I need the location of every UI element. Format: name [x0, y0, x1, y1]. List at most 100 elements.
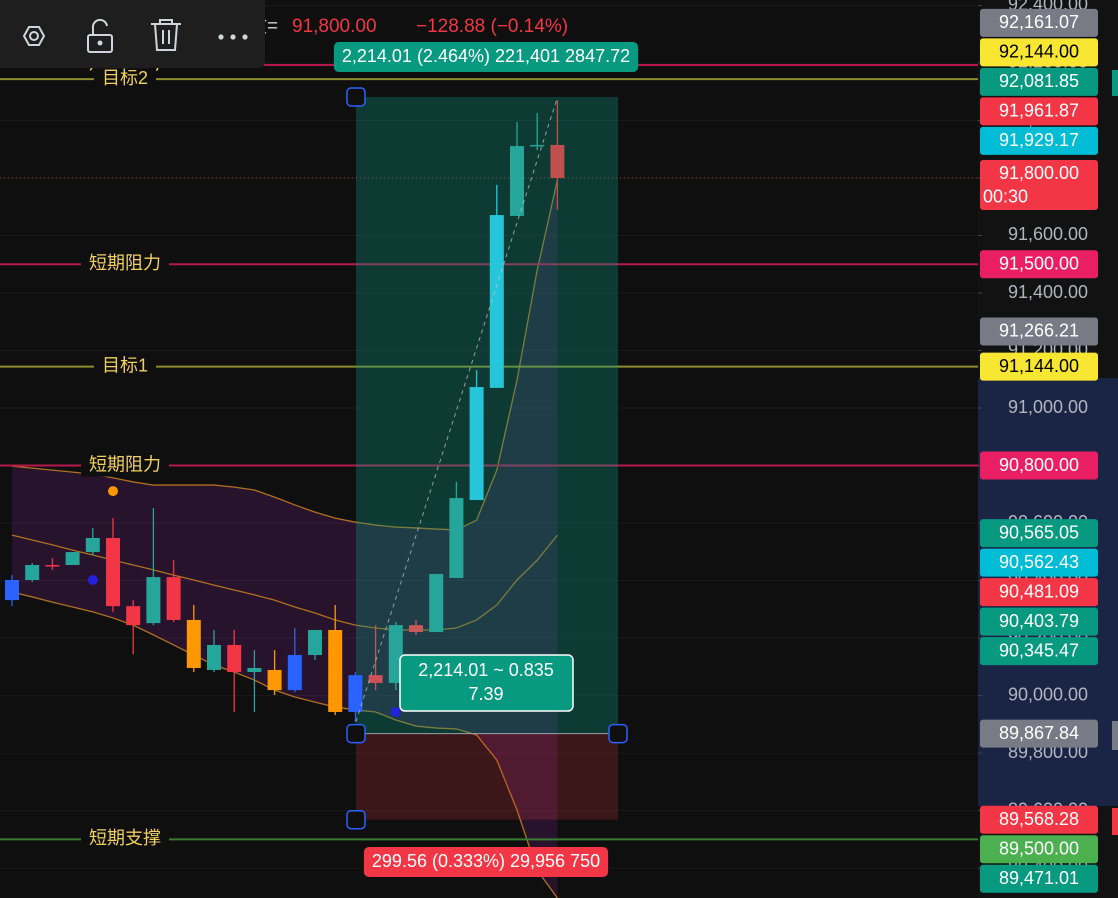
y-tick-label: 91,600.00 — [1008, 224, 1088, 244]
level-label: 目标1 — [102, 355, 148, 375]
header-change: −128.88 (−0.14%) — [416, 16, 568, 37]
signal-dot — [108, 486, 118, 497]
candle-body — [469, 387, 484, 501]
toolbar-bg — [0, 0, 265, 68]
price-tag-label: 89,568.28 — [999, 809, 1079, 829]
price-tag — [980, 97, 1098, 126]
band-lower — [11, 591, 558, 898]
candle-body — [368, 675, 383, 683]
price-tag — [980, 451, 1098, 480]
candle-body — [106, 537, 120, 607]
level-label: 短期阻力 — [89, 454, 161, 474]
price-tag-label: 91,961.87 — [999, 101, 1079, 121]
price-tag-label: 90,481.09 — [999, 581, 1079, 601]
candle-body — [146, 577, 161, 624]
lock-button[interactable] — [87, 18, 113, 53]
candle-body — [287, 655, 302, 691]
more-button[interactable] — [218, 34, 248, 40]
level-label-bg — [93, 68, 157, 91]
center-label: 2,214.01 ~ 0.835 — [418, 660, 554, 680]
candle-body — [45, 565, 60, 567]
price-tag-label: 92,161.07 — [999, 12, 1079, 32]
signal-dot — [87, 574, 98, 585]
price-tag — [980, 637, 1098, 666]
candle-body — [530, 144, 545, 147]
price-tag — [980, 38, 1098, 67]
price-tag — [980, 317, 1098, 346]
y-tick-label: 91,400.00 — [1008, 282, 1088, 302]
price-tag-label: 91,500.00 — [999, 254, 1079, 274]
candle-body — [510, 146, 524, 216]
candle-body — [166, 577, 181, 620]
handle — [608, 723, 628, 744]
trend-line — [355, 98, 558, 722]
candle-body — [489, 215, 504, 388]
price-tag-label: 90,565.05 — [999, 522, 1079, 542]
candle-body — [227, 644, 242, 672]
price-tag — [980, 250, 1098, 279]
price-tag — [980, 805, 1098, 834]
toolbar — [0, 0, 265, 68]
price-tag — [980, 126, 1098, 155]
candle-body — [550, 144, 565, 178]
y-tick-label: 91,000.00 — [1008, 397, 1088, 417]
settings-button[interactable] — [22, 26, 46, 46]
price-tag — [980, 8, 1098, 37]
loss-zone — [356, 733, 618, 820]
level-label-bg — [81, 828, 169, 851]
center-label-bg — [399, 654, 574, 712]
price-tag — [980, 607, 1098, 636]
price-tag — [980, 719, 1098, 748]
candles — [5, 100, 565, 723]
price-tag — [980, 519, 1098, 548]
price-tag-label: 90,562.43 — [999, 552, 1079, 572]
candle-body — [65, 552, 80, 566]
candle-body — [429, 573, 444, 633]
band-middle — [11, 534, 558, 631]
candle-body — [449, 498, 464, 578]
level-label-bg — [81, 454, 169, 477]
price-tag-label: 91,929.17 — [999, 130, 1079, 150]
target-label-bg — [333, 42, 639, 72]
price-tag-countdown: 00:30 — [983, 187, 1028, 207]
price-tag-label: 91,266.21 — [999, 321, 1079, 341]
price-tags: 92,161.07 92,144.00 92,081.85 91,961.87 91,9… — [980, 8, 1098, 893]
candle-body — [5, 579, 19, 601]
price-tag-label: 89,471.01 — [999, 868, 1079, 888]
axis-edge-marker — [1112, 808, 1118, 835]
candle-body — [308, 630, 322, 656]
y-tick-label: 90,000.00 — [1008, 684, 1088, 704]
delete-button[interactable] — [151, 19, 181, 51]
overlay: 2,214.01 (2.464%) 221,401 2847.72 299.56 … — [87, 42, 639, 877]
header-close: 91,800.00 — [292, 16, 377, 37]
price-tag-label: 91,800.00 — [999, 163, 1079, 183]
candle-body — [186, 619, 201, 668]
price-tag — [980, 578, 1098, 607]
price-tag — [980, 864, 1098, 893]
price-tag-label: 92,144.00 — [999, 42, 1079, 62]
price-tag-label: 90,345.47 — [999, 640, 1079, 660]
candle-body — [348, 675, 363, 712]
handle — [346, 87, 366, 107]
candle-body — [328, 630, 343, 712]
candle-body — [409, 625, 423, 633]
price-tag-label: 89,500.00 — [999, 838, 1079, 858]
candle-body — [267, 669, 282, 691]
level-label: 目标2 — [102, 68, 148, 88]
price-tag — [980, 548, 1098, 577]
stop-label-bg — [363, 847, 609, 877]
price-tag-label: 92,081.85 — [999, 71, 1079, 91]
candle-body — [207, 644, 221, 670]
signal-dot — [390, 706, 401, 717]
target-label: 2,214.01 (2.464%) 221,401 2847.72 — [342, 46, 630, 66]
handle — [346, 809, 366, 830]
axis-edge-marker — [1112, 70, 1118, 96]
center-label: 7.39 — [468, 684, 503, 704]
candle-body — [25, 565, 40, 580]
level-label: 短期支撑 — [89, 828, 161, 848]
candle-body — [126, 606, 141, 626]
band-fill — [12, 180, 558, 898]
price-tag-label: 90,403.79 — [999, 611, 1079, 631]
